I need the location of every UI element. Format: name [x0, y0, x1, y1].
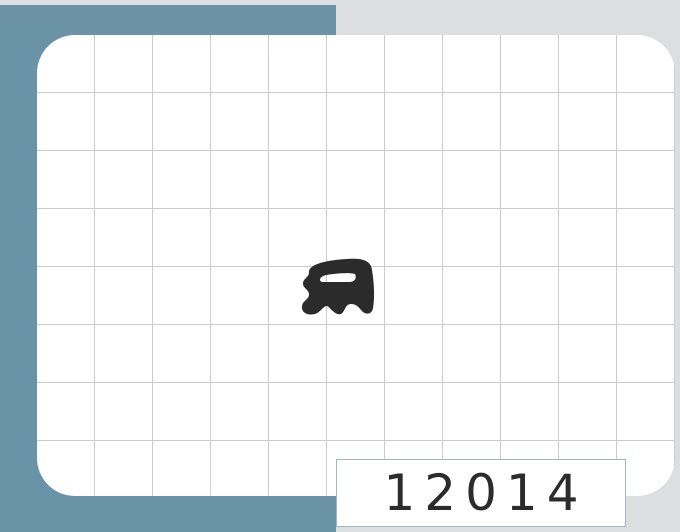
- black-blob-shape-icon: [301, 258, 375, 315]
- id-number-box: 12014: [336, 459, 626, 527]
- id-number: 12014: [383, 464, 588, 522]
